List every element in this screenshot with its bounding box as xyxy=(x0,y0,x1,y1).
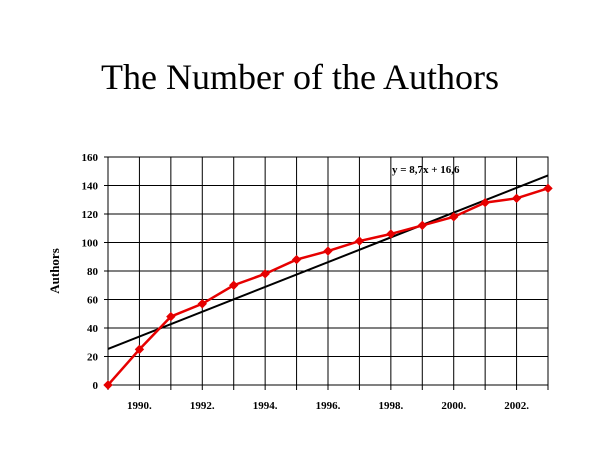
data-point xyxy=(103,380,113,390)
y-tick-label: 20 xyxy=(87,352,99,364)
x-tick-label: 1996. xyxy=(316,400,341,412)
trendline xyxy=(107,174,549,350)
x-axis-ticks: 1990. 1992. 1994. 1996. 1998. 2000. 2002. xyxy=(107,385,549,412)
y-tick-label: 140 xyxy=(82,181,99,193)
y-tick-label: 100 xyxy=(82,238,99,250)
y-tick-label: 40 xyxy=(87,323,99,335)
y-tick-label: 60 xyxy=(87,295,99,307)
data-point xyxy=(480,197,490,208)
data-point xyxy=(229,280,239,290)
y-tick-label: 120 xyxy=(82,209,99,221)
x-tick-label: 1994. xyxy=(253,400,278,412)
data-point xyxy=(417,220,427,231)
x-tick-label: 1992. xyxy=(190,400,215,412)
grid-lines xyxy=(108,156,548,386)
y-axis-ticks: 0 20 40 60 80 100 120 140 160 xyxy=(82,152,108,392)
series-markers xyxy=(103,183,553,390)
x-tick-label: 2002. xyxy=(504,400,529,412)
data-point xyxy=(543,183,553,194)
x-tick-label: 1998. xyxy=(378,400,403,412)
x-tick-label: 2000. xyxy=(441,400,466,412)
y-tick-label: 0 xyxy=(93,380,99,392)
data-point xyxy=(354,236,365,246)
data-point xyxy=(291,254,302,265)
data-point xyxy=(323,246,333,256)
data-point xyxy=(134,344,145,355)
data-point xyxy=(197,299,207,309)
y-axis-title: Authors xyxy=(47,248,62,294)
y-tick-label: 160 xyxy=(82,152,99,164)
chart-title: The Number of the Authors xyxy=(101,57,499,97)
data-point xyxy=(386,229,396,239)
trendline-equation: y = 8,7x + 16,6 xyxy=(392,164,460,176)
data-point xyxy=(449,212,459,222)
y-tick-label: 80 xyxy=(87,266,99,278)
data-point xyxy=(511,193,522,204)
data-point xyxy=(166,311,176,322)
x-tick-label: 1990. xyxy=(127,400,152,412)
data-point xyxy=(260,269,270,279)
